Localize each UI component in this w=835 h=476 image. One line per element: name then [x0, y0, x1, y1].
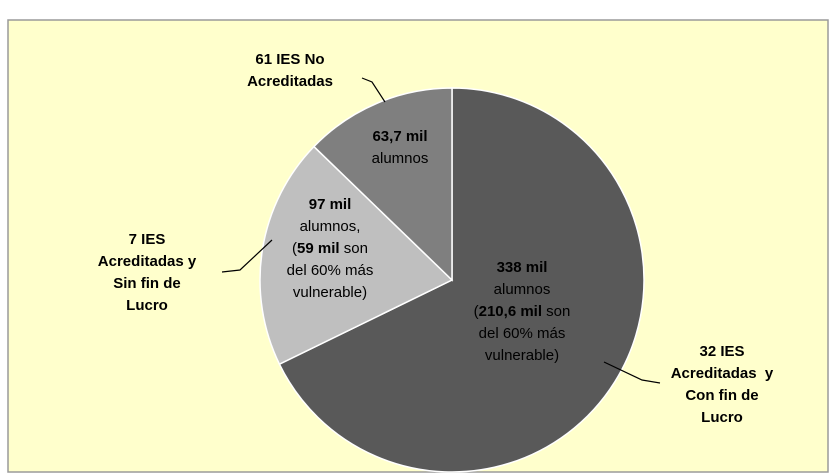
- detail-label: del 60% más: [287, 262, 374, 279]
- pie-slice: [278, 87, 645, 473]
- category-label: Lucro: [126, 297, 168, 314]
- category-label: Acreditadas y: [98, 253, 197, 270]
- detail-label: alumnos: [494, 281, 551, 298]
- value-label: 97 mil: [309, 196, 352, 213]
- category-label: 7 IES: [129, 231, 166, 248]
- detail-segment: son: [542, 303, 570, 320]
- category-label: Lucro: [701, 409, 743, 426]
- detail-label: vulnerable): [485, 347, 559, 364]
- detail-segment: del 60% más: [287, 262, 374, 279]
- detail-segment: vulnerable): [485, 347, 559, 364]
- detail-segment: alumnos,: [300, 218, 361, 235]
- category-label: Sin fin de: [113, 275, 181, 292]
- category-label: 32 IES: [699, 343, 744, 360]
- detail-segment: del 60% más: [479, 325, 566, 342]
- detail-label: (59 mil son: [292, 240, 368, 257]
- leader-line: [603, 361, 661, 384]
- detail-segment: son: [340, 240, 368, 257]
- detail-segment: 59 mil: [297, 240, 340, 257]
- detail-segment: (: [292, 240, 297, 257]
- detail-label: vulnerable): [293, 284, 367, 301]
- leader-line: [221, 239, 273, 273]
- detail-label: del 60% más: [479, 325, 566, 342]
- category-label: 61 IES No: [255, 51, 324, 68]
- detail-label: (210,6 mil son: [474, 303, 571, 320]
- detail-segment: alumnos: [372, 150, 429, 167]
- detail-label: alumnos: [372, 150, 429, 167]
- pie-slice: [259, 145, 454, 366]
- detail-label: alumnos,: [300, 218, 361, 235]
- detail-segment: 210,6 mil: [479, 303, 542, 320]
- category-label: Acreditadas y: [671, 365, 774, 382]
- pie-slice: [312, 87, 453, 282]
- detail-segment: alumnos: [494, 281, 551, 298]
- value-label: 63,7 mil: [372, 128, 427, 145]
- value-label: 338 mil: [497, 259, 548, 276]
- category-label: Acreditadas: [247, 73, 333, 90]
- detail-segment: vulnerable): [293, 284, 367, 301]
- category-label: Con fin de: [685, 387, 758, 404]
- leader-line: [361, 77, 386, 103]
- detail-segment: (: [474, 303, 479, 320]
